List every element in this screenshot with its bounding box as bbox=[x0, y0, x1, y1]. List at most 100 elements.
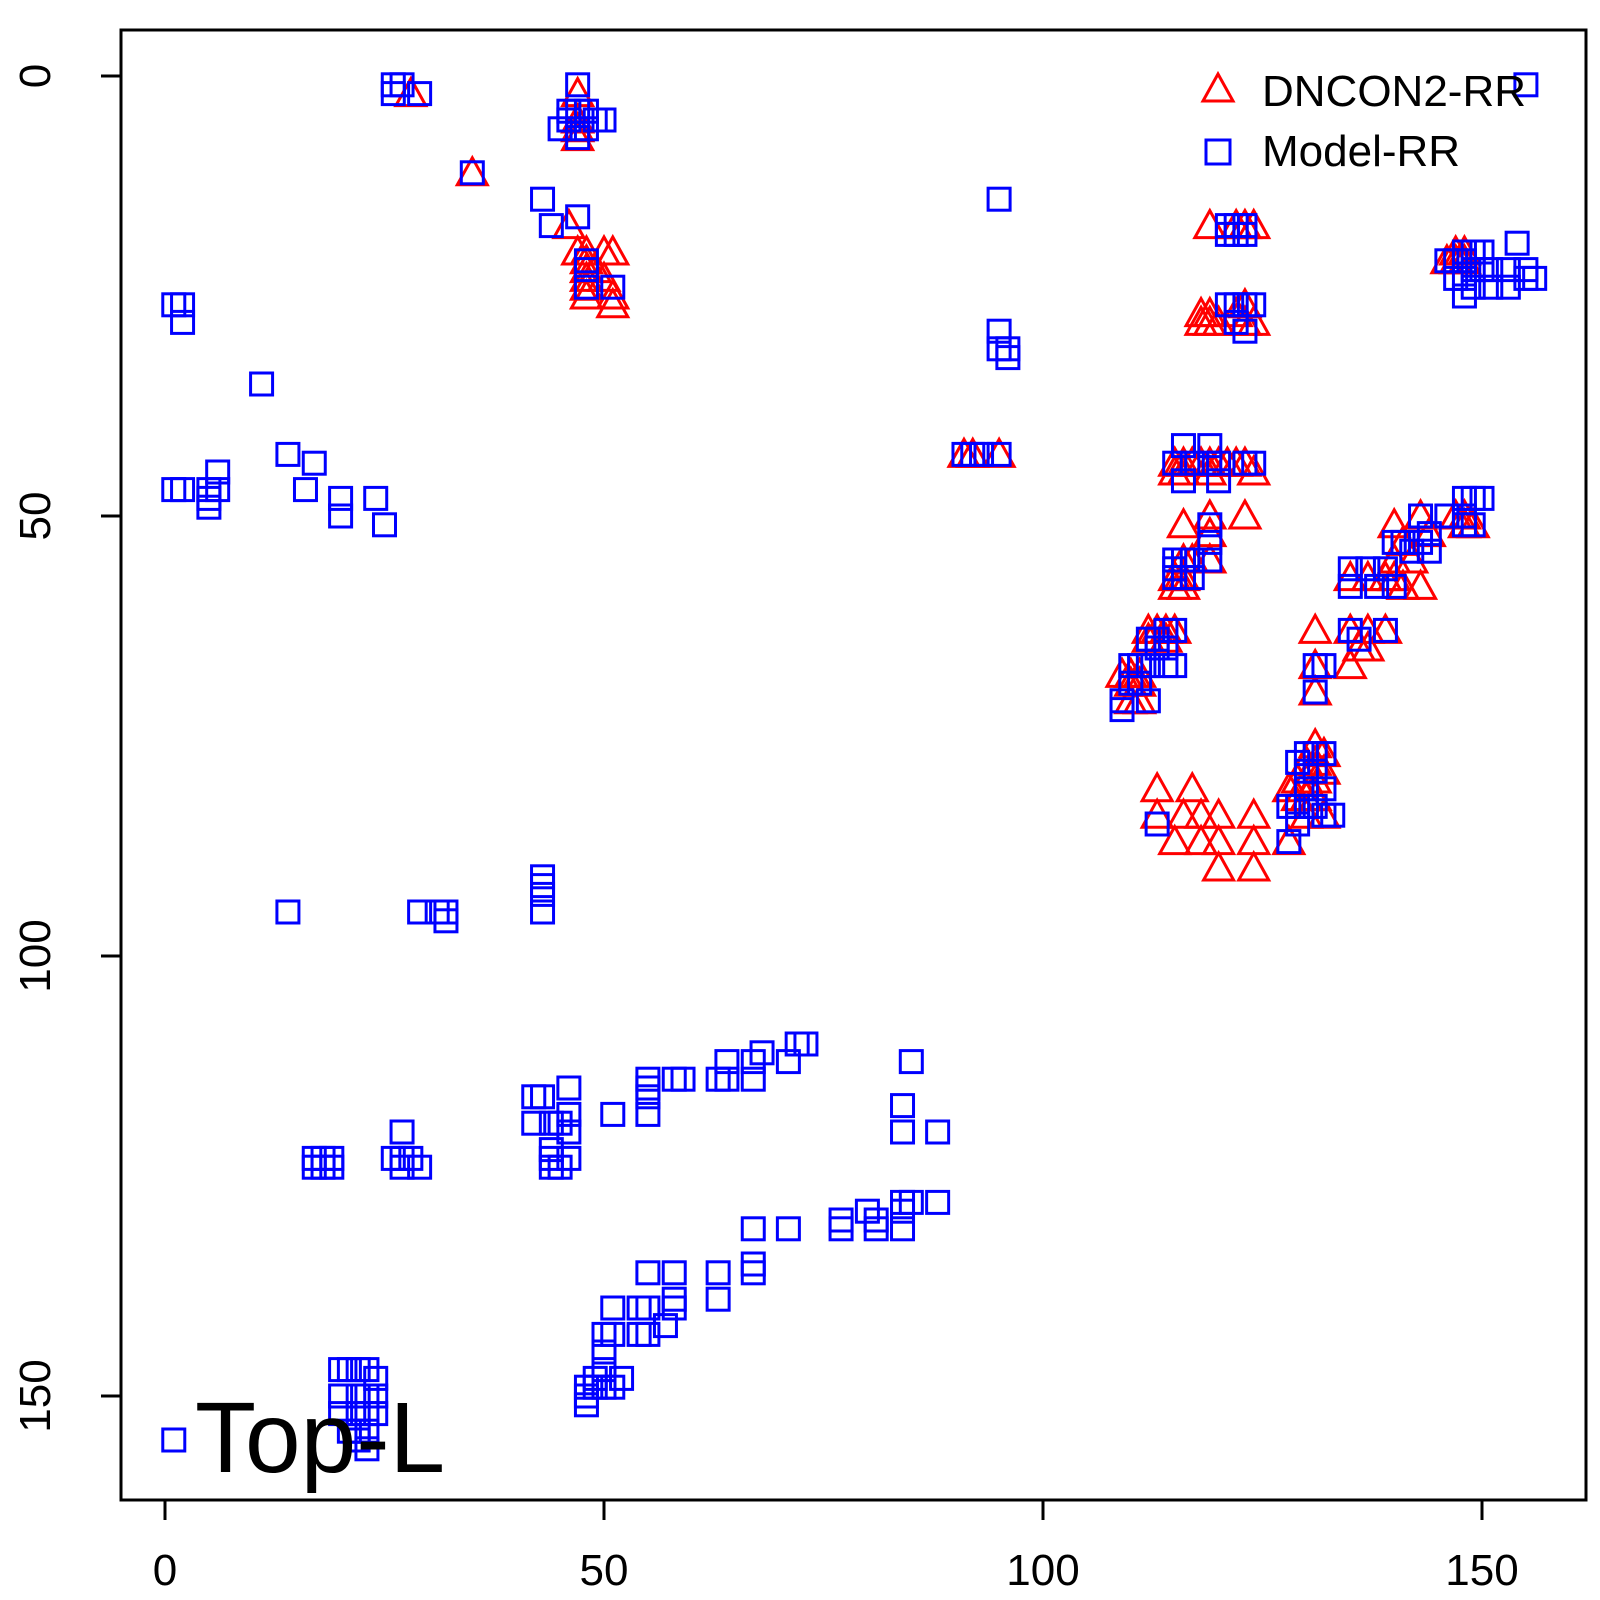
model-rr-point bbox=[1206, 468, 1232, 494]
model-rr-point bbox=[530, 881, 556, 907]
dncon2-rr-point bbox=[1227, 497, 1263, 530]
model-rr-point bbox=[249, 371, 275, 397]
model-rr-point bbox=[1337, 573, 1363, 599]
model-rr-point bbox=[389, 1154, 415, 1180]
model-rr-point bbox=[530, 186, 556, 212]
model-rr-point bbox=[1495, 257, 1521, 283]
dncon2-rr-point bbox=[595, 286, 631, 319]
model-rr-point bbox=[890, 1198, 916, 1224]
model-rr-point bbox=[573, 257, 599, 283]
model-rr-point bbox=[363, 1365, 389, 1391]
model-rr-point bbox=[161, 1427, 187, 1453]
model-rr-point bbox=[775, 1049, 801, 1075]
model-rr-point bbox=[433, 899, 459, 925]
model-rr-point bbox=[1451, 265, 1477, 291]
model-rr-point bbox=[828, 1216, 854, 1242]
model-rr-point bbox=[556, 107, 582, 133]
model-rr-point bbox=[626, 1321, 652, 1347]
model-rr-point bbox=[969, 441, 995, 467]
model-rr-point bbox=[398, 1145, 424, 1171]
legend-label-dncon2-rr: DNCON2-RR bbox=[1262, 67, 1526, 116]
model-rr-point bbox=[389, 72, 415, 98]
x-tick-label: 50 bbox=[580, 1546, 629, 1595]
model-rr-point bbox=[1135, 688, 1161, 714]
model-rr-point bbox=[372, 512, 397, 538]
model-rr-point bbox=[925, 1189, 951, 1215]
model-rr-point bbox=[556, 1119, 582, 1145]
model-rr-point bbox=[170, 292, 196, 318]
model-rr-point bbox=[986, 318, 1012, 344]
model-rr-point bbox=[1197, 529, 1223, 555]
model-rr-point bbox=[389, 1119, 415, 1145]
model-rr-point bbox=[1302, 793, 1328, 819]
model-rr-point bbox=[1451, 248, 1477, 274]
dncon2-rr-point bbox=[1236, 797, 1272, 829]
model-rr-point bbox=[1276, 829, 1302, 855]
model-rr-point bbox=[1302, 679, 1328, 705]
model-rr-point bbox=[1170, 468, 1196, 494]
dncon2-rr-point bbox=[1183, 823, 1219, 856]
model-rr-point bbox=[1355, 556, 1381, 582]
model-rr-point bbox=[591, 1339, 617, 1365]
model-rr-point bbox=[1179, 450, 1205, 476]
dncon2-rr-point bbox=[1350, 629, 1386, 662]
model-rr-point bbox=[1504, 230, 1530, 256]
model-rr-point bbox=[626, 1295, 652, 1321]
dncon2-rr-point bbox=[1174, 770, 1210, 803]
model-rr-point bbox=[661, 1066, 687, 1092]
model-rr-point bbox=[161, 477, 187, 503]
model-rr-point bbox=[1285, 811, 1311, 837]
model-rr-point bbox=[600, 274, 626, 300]
dncon2-rr-point bbox=[1236, 849, 1272, 882]
model-rr-point bbox=[1460, 274, 1486, 300]
model-rr-point bbox=[1241, 450, 1267, 476]
model-rr-point bbox=[714, 1049, 740, 1075]
model-rr-point bbox=[1162, 450, 1188, 476]
y-tick-label: 50 bbox=[11, 492, 60, 541]
model-rr-point bbox=[521, 1084, 547, 1110]
model-rr-point bbox=[740, 1066, 766, 1092]
model-rr-point bbox=[530, 899, 556, 925]
y-tick-label: 0 bbox=[11, 64, 60, 88]
model-rr-point bbox=[1346, 626, 1372, 652]
model-rr-point bbox=[1170, 433, 1196, 459]
model-rr-point bbox=[591, 107, 617, 133]
model-rr-point bbox=[354, 1357, 380, 1383]
model-rr-point bbox=[1522, 265, 1548, 291]
model-rr-point bbox=[1495, 274, 1521, 300]
model-rr-point bbox=[591, 1357, 617, 1383]
model-rr-point bbox=[170, 477, 196, 503]
model-rr-point bbox=[1179, 547, 1205, 573]
model-rr-point bbox=[1311, 653, 1337, 679]
model-rr-point bbox=[1311, 741, 1337, 767]
model-rr-point bbox=[538, 213, 564, 239]
model-rr-point bbox=[854, 1198, 880, 1224]
model-rr-point bbox=[328, 1401, 354, 1427]
model-rr-point bbox=[890, 1189, 916, 1215]
model-rr-point bbox=[1364, 573, 1390, 599]
dncon2-rr-point bbox=[1236, 823, 1272, 856]
model-rr-point bbox=[775, 1216, 801, 1242]
model-rr-point bbox=[407, 899, 433, 925]
model-rr-point bbox=[573, 274, 599, 300]
model-rr-point bbox=[600, 1374, 626, 1400]
model-rr-point bbox=[661, 1295, 687, 1321]
model-rr-point bbox=[600, 1101, 626, 1127]
model-rr-point bbox=[1478, 257, 1504, 283]
model-rr-point bbox=[1434, 503, 1460, 529]
model-rr-point bbox=[310, 1145, 336, 1171]
model-rr-point bbox=[609, 1365, 635, 1391]
y-tick-label: 100 bbox=[11, 919, 60, 992]
model-rr-point bbox=[740, 1251, 766, 1277]
model-rr-point bbox=[407, 1154, 433, 1180]
model-rr-point bbox=[1399, 538, 1425, 564]
dncon2-rr-point bbox=[1139, 770, 1175, 803]
model-rr-point bbox=[363, 1383, 389, 1409]
dncon2-rr-point bbox=[595, 233, 631, 266]
x-tick-label: 0 bbox=[153, 1546, 177, 1595]
dncon2-rr-point bbox=[1165, 797, 1202, 829]
dncon2-rr-point bbox=[1165, 506, 1202, 539]
model-rr-point bbox=[635, 1075, 661, 1101]
model-rr-point bbox=[635, 1101, 661, 1127]
model-rr-point bbox=[986, 186, 1012, 212]
